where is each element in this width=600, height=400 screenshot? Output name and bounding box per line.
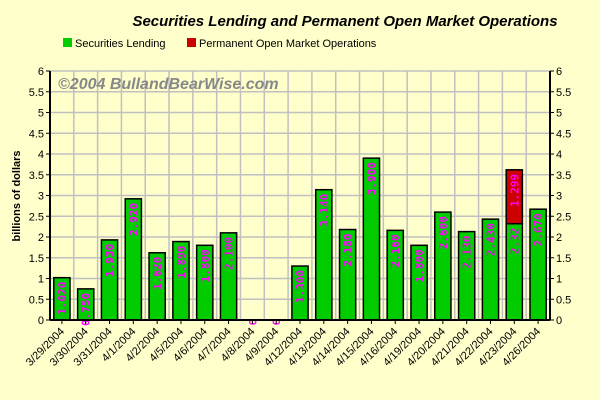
data-label: 2.160 [389,234,402,267]
y-tick-label: 4.5 [29,128,44,140]
y-tick-label-right: 6 [556,66,562,78]
y-tick-label: 3 [38,191,44,203]
data-label: 3.140 [318,194,331,227]
y-tick-label-right: 3 [556,191,562,203]
y-tick-label: 0 [38,315,44,327]
legend-label-pomo: Permanent Open Market Operations [199,38,377,50]
data-label: 1.299 [508,174,521,207]
y-tick-label-right: 1 [556,274,562,286]
y-tick-label: 5 [38,108,44,120]
data-label: 2.32 [508,228,521,255]
y-tick-label-right: 4 [556,149,562,161]
y-tick-label-right: 0 [556,315,562,327]
data-label: 2.180 [342,234,355,267]
data-label: 1.020 [56,282,69,315]
legend-swatch-pomo [187,38,196,47]
data-label: 2.100 [223,237,236,270]
y-tick-label: 3.5 [29,170,44,182]
y-tick-label-right: 5.5 [556,87,571,99]
y-tick-label: 5.5 [29,87,44,99]
y-tick-label: 6 [38,66,44,78]
y-tick-label-right: 3.5 [556,170,571,182]
y-tick-label: 1 [38,274,44,286]
data-label: 3.900 [365,162,378,195]
y-tick-label-right: 2 [556,232,562,244]
y-tick-label-right: 0.5 [556,294,571,306]
watermark: ©2004 BullandBearWise.com [58,76,279,93]
data-label: 2.430 [484,223,497,256]
data-label: 1.800 [199,249,212,282]
data-label: 0.750 [80,293,93,326]
y-tick-label: 0.5 [29,294,44,306]
chart-title: Securities Lending and Permanent Open Ma… [132,13,557,30]
data-label: 0 [247,319,259,325]
bars: 1.020 0.750 1.930 2.920 1.620 1.890 1.800 2.100… [53,157,547,326]
data-label: 1.800 [413,249,426,282]
data-label: 2.600 [437,216,450,249]
data-label: 1.930 [104,244,117,277]
bar-pomo [505,169,524,225]
legend: Securities Lending Permanent Open Market… [63,38,377,50]
y-tick-label-right: 4.5 [556,128,571,140]
data-label: 0 [271,319,283,325]
y-tick-label: 1.5 [29,253,44,265]
y-axis-label: billions of dollars [11,150,23,241]
data-label: 1.300 [294,270,307,303]
y-tick-label: 4 [38,149,44,161]
y-tick-label-right: 5 [556,108,562,120]
data-label: 1.620 [151,257,164,290]
data-label: 2.920 [127,203,140,236]
data-label: 2.670 [532,213,545,246]
legend-label-securities-lending: Securities Lending [75,38,166,50]
legend-swatch-securities-lending [63,38,72,47]
data-label: 2.130 [461,236,474,269]
y-tick-label: 2 [38,232,44,244]
axes: 0 0 0.5 0.5 1 1 1.5 1.5 2 2 2.5 2.5 3 3 3.5 3.5 4 4 4.5 4.5… [24,66,571,369]
y-tick-label: 2.5 [29,211,44,223]
y-tick-label-right: 1.5 [556,253,571,265]
y-tick-label-right: 2.5 [556,211,571,223]
data-label: 1.890 [175,246,188,279]
